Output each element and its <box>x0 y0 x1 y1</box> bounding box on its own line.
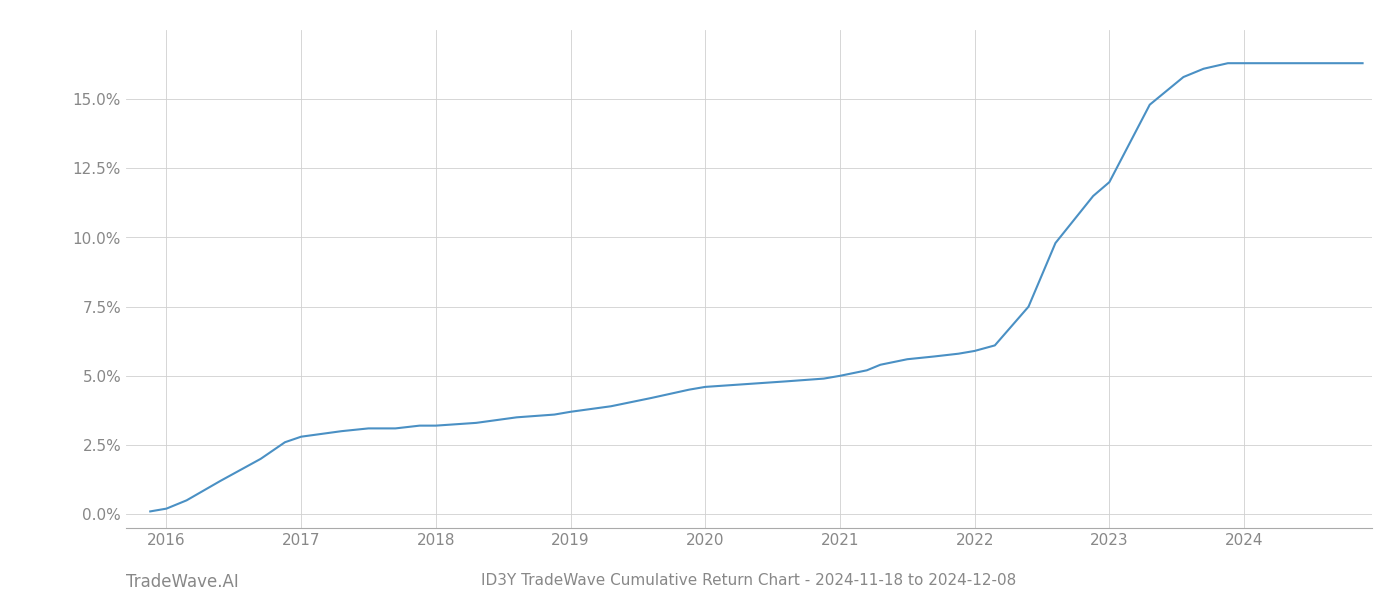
Text: ID3Y TradeWave Cumulative Return Chart - 2024-11-18 to 2024-12-08: ID3Y TradeWave Cumulative Return Chart -… <box>482 573 1016 588</box>
Text: TradeWave.AI: TradeWave.AI <box>126 573 239 591</box>
